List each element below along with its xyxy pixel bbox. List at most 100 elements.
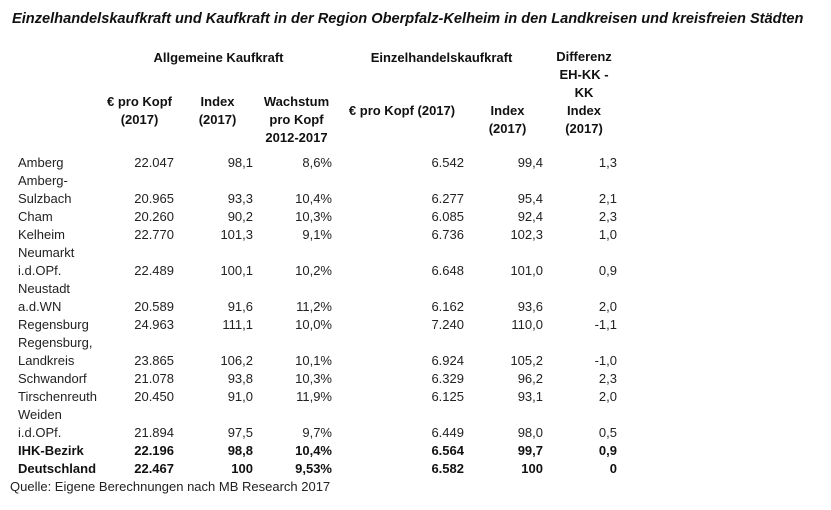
cell-eh-index: 102,3: [510, 227, 543, 242]
cell-eh-index: 96,2: [517, 371, 543, 386]
cell-eh-eur: 6.564: [431, 443, 464, 458]
cell-kk-eur: 24.963: [134, 317, 174, 332]
table-row: Amberg 22.047 98,1 8,6% 6.542 99,4 1,3: [14, 154, 621, 172]
table-row: Deutschland 22.467 100 9,53% 6.582 100 0: [14, 460, 621, 478]
cell-kk-index: 111,1: [222, 317, 253, 332]
cell-diff: 1,0: [598, 227, 617, 242]
cell-eh-index: 98,0: [517, 425, 543, 440]
source-note: Quelle: Eigene Berechnungen nach MB Rese…: [10, 479, 331, 494]
table-row: Amberg- Sulzbach 20.965 93,3 10,4% 6.277 95,4…: [14, 172, 621, 208]
cell-diff: 0,5: [598, 425, 617, 440]
table-row: Tirschenreuth 20.450 91,0 11,9% 6.125 93,1 2,0: [14, 388, 621, 406]
column-header-kk-eur: € pro Kopf (2017): [107, 94, 172, 127]
cell-kk-growth: 10,3%: [295, 209, 332, 224]
cell-kk-eur: 23.865: [134, 353, 174, 368]
cell-eh-index: 92,4: [517, 209, 543, 224]
table-title: Einzelhandelskaufkraft und Kaufkraft in …: [12, 11, 804, 27]
cell-kk-eur: 22.489: [134, 263, 174, 278]
table-row: Weiden i.d.OPf. 21.894 97,5 9,7% 6.449 98,0 0,…: [14, 406, 621, 442]
cell-eh-index: 99,4: [517, 155, 543, 170]
table-row: IHK-Bezirk 22.196 98,8 10,4% 6.564 99,7 0,9: [14, 442, 621, 460]
cell-eh-index: 105,2: [510, 353, 543, 368]
table-row: Regensburg 24.963 111,1 10,0% 7.240 110,0 -1,1: [14, 316, 621, 334]
cell-kk-eur: 20.260: [134, 209, 174, 224]
cell-kk-index: 97,5: [227, 425, 253, 440]
column-header-diff: Differenz EH-KK - KK Index (2017): [556, 49, 612, 136]
cell-eh-eur: 6.277: [431, 191, 464, 206]
table-row: Neustadt a.d.WN 20.589 91,6 11,2% 6.162 93,6 2…: [14, 280, 621, 316]
table-row: Schwandorf 21.078 93,8 10,3% 6.329 96,2 2,3: [14, 370, 621, 388]
cell-eh-eur: 6.449: [431, 425, 464, 440]
cell-kk-index: 93,8: [227, 371, 253, 386]
cell-kk-index: 93,3: [227, 191, 253, 206]
row-name: Cham: [18, 209, 53, 224]
group-header-retail: Einzelhandelskaufkraft: [370, 50, 513, 65]
row-name: IHK-Bezirk: [18, 443, 84, 458]
cell-diff: 2,0: [598, 389, 617, 404]
cell-kk-growth: 11,9%: [296, 389, 332, 404]
cell-kk-growth: 10,1%: [295, 353, 332, 368]
table-row: Neumarkt i.d.OPf. 22.489 100,1 10,2% 6.648 10…: [14, 244, 621, 280]
cell-kk-growth: 11,2%: [296, 299, 332, 314]
column-header-eh-index: Index (2017): [488, 103, 527, 136]
column-header-eh-eur: € pro Kopf (2017): [348, 103, 456, 118]
cell-kk-index: 98,8: [227, 443, 253, 458]
cell-kk-index: 100,1: [220, 263, 253, 278]
cell-kk-growth: 9,1%: [302, 227, 332, 242]
cell-kk-eur: 21.894: [134, 425, 174, 440]
cell-kk-growth: 10,4%: [295, 191, 332, 206]
cell-kk-eur: 20.589: [134, 299, 174, 314]
cell-kk-index: 91,0: [227, 389, 253, 404]
cell-eh-index: 99,7: [517, 443, 543, 458]
cell-eh-index: 93,1: [517, 389, 543, 404]
cell-diff: 2,0: [598, 299, 617, 314]
cell-kk-growth: 10,3%: [295, 371, 332, 386]
row-name: Regensburg: [18, 317, 89, 332]
cell-kk-index: 91,6: [227, 299, 253, 314]
cell-kk-index: 98,1: [227, 155, 253, 170]
table-row: Kelheim 22.770 101,3 9,1% 6.736 102,3 1,0: [14, 226, 621, 244]
row-name: Amberg: [18, 155, 64, 170]
cell-eh-index: 101,0: [510, 263, 543, 278]
cell-kk-eur: 20.450: [134, 389, 174, 404]
row-name: Kelheim: [18, 227, 65, 242]
row-name: Deutschland: [18, 461, 97, 476]
cell-diff: 2,3: [598, 371, 617, 386]
cell-kk-eur: 22.047: [134, 155, 174, 170]
cell-diff: -1,1: [594, 317, 617, 332]
row-name: Amberg- Sulzbach: [18, 173, 72, 206]
cell-kk-index: 100: [231, 461, 253, 476]
cell-eh-eur: 6.085: [431, 209, 464, 224]
cell-eh-eur: 6.162: [431, 299, 464, 314]
cell-kk-growth: 10,4%: [295, 443, 332, 458]
cell-kk-eur: 22.770: [134, 227, 174, 242]
cell-eh-eur: 6.329: [431, 371, 464, 386]
cell-diff: 2,3: [598, 209, 617, 224]
cell-eh-eur: 6.582: [431, 461, 464, 476]
group-header-general: Allgemeine Kaufkraft: [153, 50, 284, 65]
cell-kk-growth: 9,7%: [302, 425, 332, 440]
cell-eh-index: 93,6: [517, 299, 543, 314]
cell-kk-growth: 9,53%: [295, 461, 332, 476]
column-header-kk-growth: Wachstum pro Kopf 2012-2017: [263, 94, 330, 145]
cell-eh-eur: 6.924: [431, 353, 464, 368]
cell-diff: -1,0: [594, 353, 617, 368]
cell-kk-index: 101,3: [220, 227, 253, 242]
cell-kk-eur: 22.467: [134, 461, 174, 476]
cell-kk-growth: 10,0%: [295, 317, 332, 332]
row-name: Neustadt a.d.WN: [18, 281, 71, 314]
column-header-kk-index: Index (2017): [198, 94, 237, 127]
cell-kk-eur: 20.965: [134, 191, 174, 206]
row-name: Weiden i.d.OPf.: [18, 407, 62, 440]
cell-eh-eur: 6.542: [431, 155, 464, 170]
cell-diff: 2,1: [598, 191, 617, 206]
row-name: Schwandorf: [18, 371, 87, 386]
cell-eh-eur: 6.125: [431, 389, 464, 404]
cell-eh-eur: 6.736: [431, 227, 464, 242]
table-row: Regensburg, Landkreis 23.865 106,2 10,1% 6.9…: [14, 334, 621, 370]
cell-kk-eur: 21.078: [134, 371, 174, 386]
row-name: Tirschenreuth: [18, 389, 97, 404]
cell-diff: 0: [609, 461, 617, 476]
cell-eh-eur: 6.648: [431, 263, 464, 278]
kaufkraft-table: Allgemeine Kaufkraft Einzelhandelskaufkr…: [14, 48, 621, 478]
